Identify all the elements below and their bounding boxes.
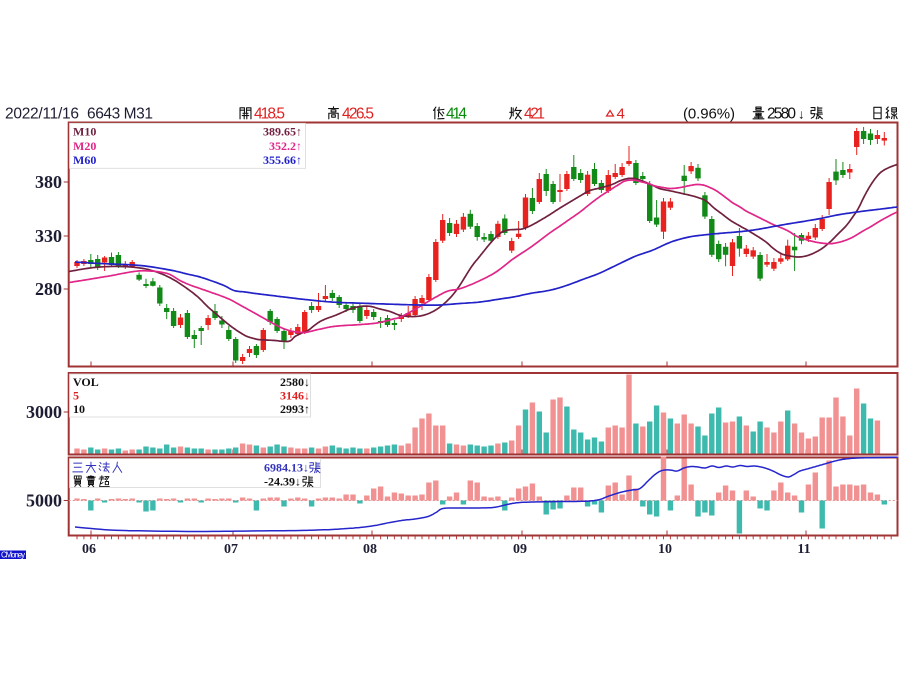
svg-text:2580↓: 2580↓ bbox=[280, 375, 310, 389]
svg-text:6984.13↓: 6984.13↓ bbox=[264, 461, 309, 475]
svg-text:2580: 2580 bbox=[767, 106, 796, 123]
svg-text:11: 11 bbox=[797, 542, 810, 557]
svg-text:08: 08 bbox=[363, 542, 377, 557]
svg-text:M20: M20 bbox=[73, 139, 96, 153]
svg-text:06: 06 bbox=[82, 542, 96, 557]
svg-text:6643 M31: 6643 M31 bbox=[87, 106, 153, 123]
svg-text:3000: 3000 bbox=[26, 402, 62, 422]
svg-text:VOL: VOL bbox=[73, 375, 99, 389]
svg-text:3146↓: 3146↓ bbox=[280, 389, 310, 403]
svg-text:380: 380 bbox=[35, 172, 62, 192]
svg-text:280: 280 bbox=[35, 279, 62, 299]
svg-text:2993↑: 2993↑ bbox=[280, 402, 310, 416]
svg-text:414: 414 bbox=[446, 106, 467, 123]
svg-text:10: 10 bbox=[658, 542, 672, 557]
svg-text:4: 4 bbox=[617, 106, 625, 123]
svg-text:5000: 5000 bbox=[26, 491, 62, 511]
svg-text:330: 330 bbox=[35, 226, 62, 246]
svg-text:CMoney: CMoney bbox=[1, 551, 25, 560]
svg-text:07: 07 bbox=[224, 542, 238, 557]
svg-text:389.65↑: 389.65↑ bbox=[263, 125, 302, 139]
svg-text:09: 09 bbox=[513, 542, 527, 557]
svg-text:↓: ↓ bbox=[798, 107, 805, 122]
svg-text:5: 5 bbox=[73, 389, 79, 403]
svg-text:426.5: 426.5 bbox=[342, 106, 374, 123]
svg-text:M10: M10 bbox=[73, 125, 96, 139]
svg-text:418.5: 418.5 bbox=[254, 106, 285, 123]
svg-text:421: 421 bbox=[524, 106, 545, 123]
svg-text:352.2↑: 352.2↑ bbox=[269, 139, 302, 153]
svg-text:355.66↑: 355.66↑ bbox=[263, 153, 302, 167]
svg-text:(0.96%): (0.96%) bbox=[683, 106, 735, 123]
svg-text:10: 10 bbox=[73, 402, 85, 416]
svg-text:-24.39↓: -24.39↓ bbox=[264, 475, 301, 489]
svg-text:2022/11/16: 2022/11/16 bbox=[5, 106, 79, 123]
svg-text:M60: M60 bbox=[73, 153, 96, 167]
